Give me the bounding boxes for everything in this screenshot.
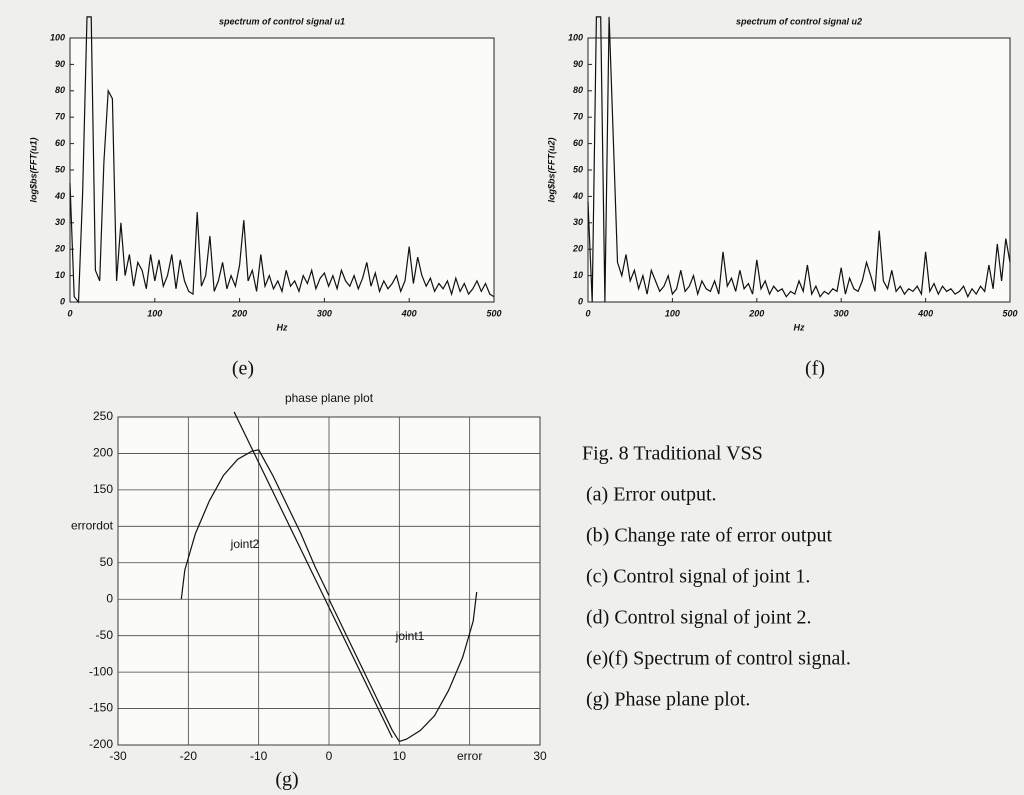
data-line	[233, 411, 393, 738]
x-tick-label: 500	[486, 308, 501, 318]
caption-title: Fig. 8 Traditional VSS	[582, 443, 763, 465]
y-tick-label: 40	[54, 191, 65, 201]
caption-item: (c) Control signal of joint 1.	[586, 566, 810, 588]
panel-label: (g)	[275, 769, 298, 791]
y-tick-label: 90	[55, 59, 65, 69]
data-line	[587, 16, 1011, 303]
y-tick-label: errordot	[71, 519, 114, 533]
y-tick-label: 50	[100, 555, 114, 569]
x-axis-label: Hz	[277, 322, 288, 332]
x-tick-label: 100	[147, 308, 162, 318]
x-tick-label: error	[457, 749, 482, 763]
x-tick-label: 10	[393, 749, 407, 763]
y-tick-label: -100	[89, 664, 113, 678]
panel-label: (f)	[805, 358, 825, 380]
y-tick-label: 70	[573, 112, 583, 122]
caption-item: (d) Control signal of joint 2.	[586, 607, 812, 629]
x-tick-label: 30	[533, 749, 547, 763]
x-tick-label: 300	[834, 308, 849, 318]
x-tick-label: 0	[585, 308, 590, 318]
x-tick-label: 400	[401, 308, 417, 318]
x-tick-label: 200	[231, 308, 247, 318]
x-tick-label: 0	[326, 749, 333, 763]
plot-frame	[587, 37, 1011, 303]
caption-item: (e)(f) Spectrum of control signal.	[586, 648, 851, 670]
y-tick-label: 40	[572, 191, 583, 201]
chart-title: phase plane plot	[285, 391, 374, 405]
x-tick-label: 0	[67, 308, 72, 318]
y-tick-label: 100	[568, 32, 583, 42]
caption-item: (a) Error output.	[586, 484, 717, 506]
y-tick-label: 150	[93, 482, 113, 496]
y-tick-label: 70	[55, 112, 65, 122]
chart-title: spectrum of control signal u1	[219, 16, 345, 26]
y-tick-label: 20	[572, 244, 583, 254]
x-tick-label: 500	[1002, 308, 1017, 318]
y-tick-label: 0	[60, 296, 65, 306]
x-tick-label: -10	[250, 749, 268, 763]
y-tick-label: 250	[93, 409, 113, 423]
y-tick-label: 10	[573, 270, 583, 280]
caption-item: (b) Change rate of error output	[586, 525, 832, 547]
y-tick-label: 0	[106, 591, 113, 605]
panel-label: (e)	[232, 358, 254, 380]
y-tick-label: 10	[55, 270, 65, 280]
y-tick-label: -150	[89, 701, 113, 715]
y-tick-label: 50	[55, 164, 65, 174]
x-tick-label: -20	[180, 749, 198, 763]
y-tick-label: 60	[573, 138, 583, 148]
y-axis-label: log$bs(FFT(u1)	[28, 138, 38, 203]
chart-title: spectrum of control signal u2	[736, 16, 862, 26]
caption-item: (g) Phase plane plot.	[586, 689, 750, 711]
data-line	[328, 591, 478, 743]
y-tick-label: 80	[55, 85, 65, 95]
y-tick-label: 90	[573, 59, 583, 69]
y-tick-label: 100	[50, 32, 65, 42]
y-tick-label: 20	[54, 244, 65, 254]
y-tick-label: 30	[573, 217, 583, 227]
y-axis-label: log$bs(FFT(u2)	[546, 138, 556, 203]
y-tick-label: 30	[55, 217, 65, 227]
x-axis-label: Hz	[794, 322, 805, 332]
y-tick-label: 60	[55, 138, 65, 148]
plot-frame	[69, 37, 495, 303]
x-tick-label: -30	[109, 749, 127, 763]
x-tick-label: 100	[665, 308, 680, 318]
x-tick-label: 200	[748, 308, 764, 318]
y-tick-label: -200	[89, 737, 113, 751]
y-tick-label: 200	[93, 446, 113, 460]
series-label: joint2	[230, 537, 260, 551]
y-tick-label: 0	[578, 296, 583, 306]
data-line	[69, 16, 495, 304]
y-tick-label: -50	[96, 628, 114, 642]
series-label: joint1	[395, 629, 425, 643]
x-tick-label: 300	[317, 308, 332, 318]
x-tick-label: 400	[917, 308, 933, 318]
data-line	[180, 449, 330, 600]
y-tick-label: 50	[573, 164, 583, 174]
y-tick-label: 80	[573, 85, 583, 95]
